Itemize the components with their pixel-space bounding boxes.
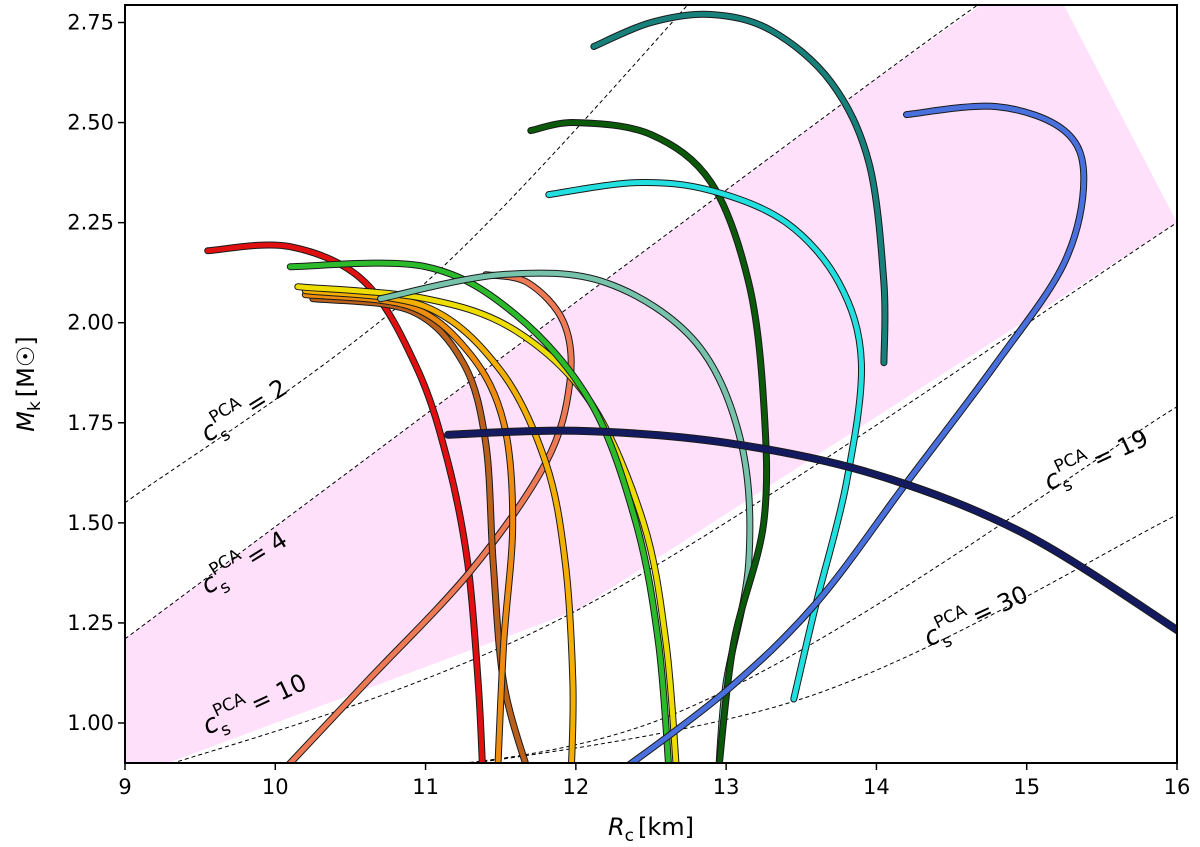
series-layer <box>204 10 1177 763</box>
x-tick-label: 9 <box>118 775 131 799</box>
reference-line-4 <box>460 406 1177 763</box>
series-line-1 <box>205 242 485 763</box>
x-tick-label: 15 <box>1013 775 1040 799</box>
x-tick-label: 14 <box>863 775 890 799</box>
y-tick-label: 2.75 <box>67 11 114 35</box>
y-tick-label: 2.25 <box>67 211 114 235</box>
x-axis-label: Rc [km] <box>608 813 694 846</box>
series-line-5 <box>302 288 576 763</box>
x-tick-label: 13 <box>713 775 740 799</box>
x-tick-label: 12 <box>562 775 589 799</box>
shaded-band-layer <box>125 5 1177 763</box>
y-tick-label: 2.50 <box>67 111 114 135</box>
annotation-1: csPCA= 2 <box>193 368 296 454</box>
x-tick-label: 11 <box>412 775 439 799</box>
y-axis-ticks: 1.00 1.25 1.50 1.75 2.00 2.25 2.50 2.75 <box>67 11 125 735</box>
y-axis-label: Mk[M☉] <box>12 336 45 432</box>
x-tick-label: 10 <box>262 775 289 799</box>
x-axis-ticks: 9 10 11 12 13 14 15 16 <box>118 763 1190 799</box>
reference-line-3 <box>171 222 1177 763</box>
y-tick-label: 2.00 <box>67 311 114 335</box>
series-line-7 <box>287 260 671 763</box>
series-line-13 <box>445 427 1177 634</box>
series-line-11 <box>591 11 888 366</box>
shaded-band <box>125 5 1177 763</box>
annotation-4: csPCA= 19 <box>1037 418 1155 502</box>
annotation-5: csPCA= 30 <box>917 575 1035 659</box>
reference-line-2 <box>125 5 979 640</box>
x-tick-label: 16 <box>1164 775 1191 799</box>
plot-frame <box>124 4 1178 764</box>
series-line-10 <box>546 179 865 702</box>
series-line-12 <box>627 103 1087 763</box>
y-tick-label: 1.75 <box>67 411 114 435</box>
reference-line-1 <box>125 5 689 504</box>
series-line-9 <box>528 120 770 763</box>
y-tick-label: 1.00 <box>67 711 114 735</box>
y-tick-label: 1.25 <box>67 611 114 635</box>
y-tick-label: 1.50 <box>67 511 114 535</box>
